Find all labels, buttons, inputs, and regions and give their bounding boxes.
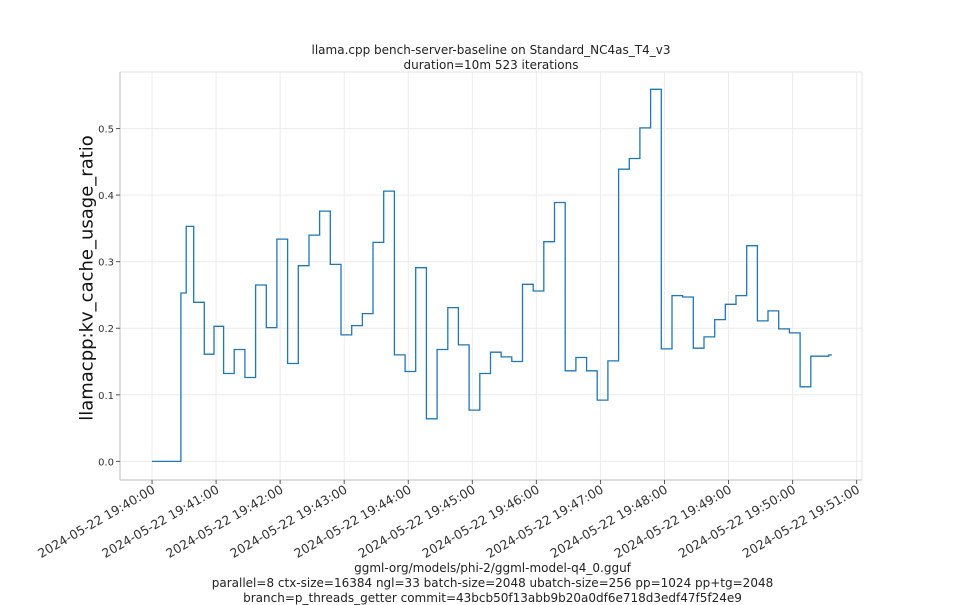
x-tick-label: 2024-05-22 19:45:00 — [355, 482, 478, 561]
y-tick-label: 0.4 — [98, 191, 114, 202]
footer-params: parallel=8 ctx-size=16384 ngl=33 batch-s… — [211, 576, 774, 590]
grid-lines — [120, 72, 862, 480]
y-tick-label: 0.5 — [98, 125, 114, 136]
y-tick-label: 0.2 — [98, 324, 114, 335]
x-tick-label: 2024-05-22 19:44:00 — [291, 482, 414, 561]
x-tick-label: 2024-05-22 19:49:00 — [612, 482, 735, 561]
x-tick-label: 2024-05-22 19:47:00 — [483, 482, 606, 561]
y-tick-label: 0.1 — [98, 391, 114, 402]
chart-subtitle: duration=10m 523 iterations — [403, 58, 579, 72]
x-tick-label: 2024-05-22 19:48:00 — [548, 482, 671, 561]
footer-branch: branch=p_threads_getter commit=43bcb50f1… — [243, 591, 742, 605]
x-tick-label: 2024-05-22 19:43:00 — [227, 482, 350, 561]
y-axis-ticks: 0.0 0.1 0.2 0.3 0.4 0.5 — [98, 125, 120, 468]
x-tick-label: 2024-05-22 19:50:00 — [676, 482, 799, 561]
plot-frame — [119, 71, 863, 481]
y-axis-label: llamacpp:kv_cache_usage_ratio — [76, 135, 98, 421]
series-line-kv-cache-usage — [152, 88, 832, 463]
x-tick-label: 2024-05-22 19:41:00 — [99, 482, 222, 561]
chart-title: llama.cpp bench-server-baseline on Stand… — [311, 43, 671, 57]
y-tick-label: 0.0 — [98, 457, 114, 468]
footer-model: ggml-org/models/phi-2/ggml-model-q4_0.gg… — [354, 561, 631, 575]
y-tick-label: 0.3 — [98, 258, 114, 269]
x-tick-label: 2024-05-22 19:46:00 — [419, 482, 542, 561]
x-tick-label: 2024-05-22 19:40:00 — [35, 482, 158, 561]
x-tick-label: 2024-05-22 19:51:00 — [740, 482, 863, 561]
x-tick-label: 2024-05-22 19:42:00 — [163, 482, 286, 561]
